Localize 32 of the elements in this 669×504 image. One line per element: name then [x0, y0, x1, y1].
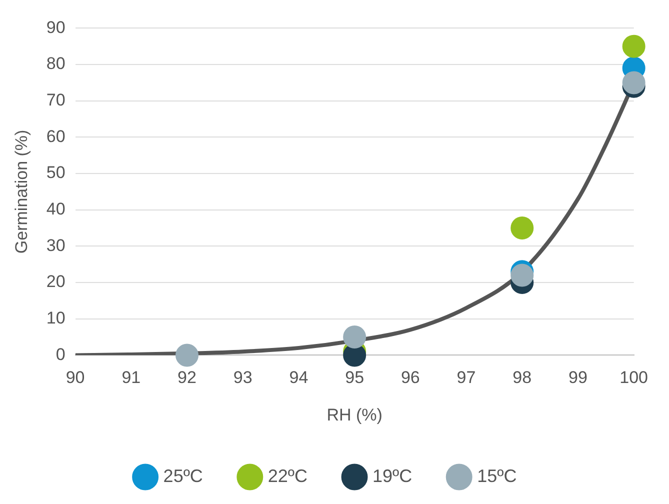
- legend-label: 19ºC: [372, 466, 412, 486]
- y-tick-label: 0: [56, 344, 66, 364]
- y-tick-label: 60: [46, 126, 66, 146]
- y-axis-title: Germination (%): [12, 130, 31, 254]
- y-tick-label: 10: [46, 308, 66, 328]
- x-tick-label: 99: [568, 368, 588, 388]
- point: [510, 216, 534, 240]
- y-tick-label: 50: [46, 163, 66, 182]
- point: [622, 34, 646, 58]
- point: [510, 264, 534, 287]
- x-tick-label: 96: [400, 368, 420, 388]
- x-tick-label: 93: [233, 368, 252, 388]
- x-tick-label: 91: [122, 368, 141, 388]
- x-tick-label: 90: [66, 368, 85, 388]
- x-axis-title: RH (%): [326, 405, 382, 424]
- x-tick-label: 100: [620, 368, 648, 388]
- x-tick-label: 95: [345, 368, 364, 388]
- legend-label: 15ºC: [477, 466, 517, 486]
- legend-label: 22ºC: [268, 466, 308, 486]
- y-tick-label: 20: [46, 272, 66, 292]
- x-tick-label: 97: [456, 368, 476, 388]
- y-tick-label: 80: [46, 54, 66, 74]
- x-tick-label: 98: [512, 368, 532, 388]
- x-tick-label: 92: [178, 368, 196, 388]
- y-tick-label: 40: [46, 200, 66, 219]
- legend-label: 25ºC: [163, 466, 203, 486]
- y-tick-label: 30: [46, 236, 66, 255]
- y-tick-label: 90: [46, 18, 66, 37]
- x-tick-label: 94: [289, 368, 308, 388]
- y-tick-label: 70: [46, 90, 66, 110]
- point: [622, 71, 646, 94]
- point: [176, 344, 199, 367]
